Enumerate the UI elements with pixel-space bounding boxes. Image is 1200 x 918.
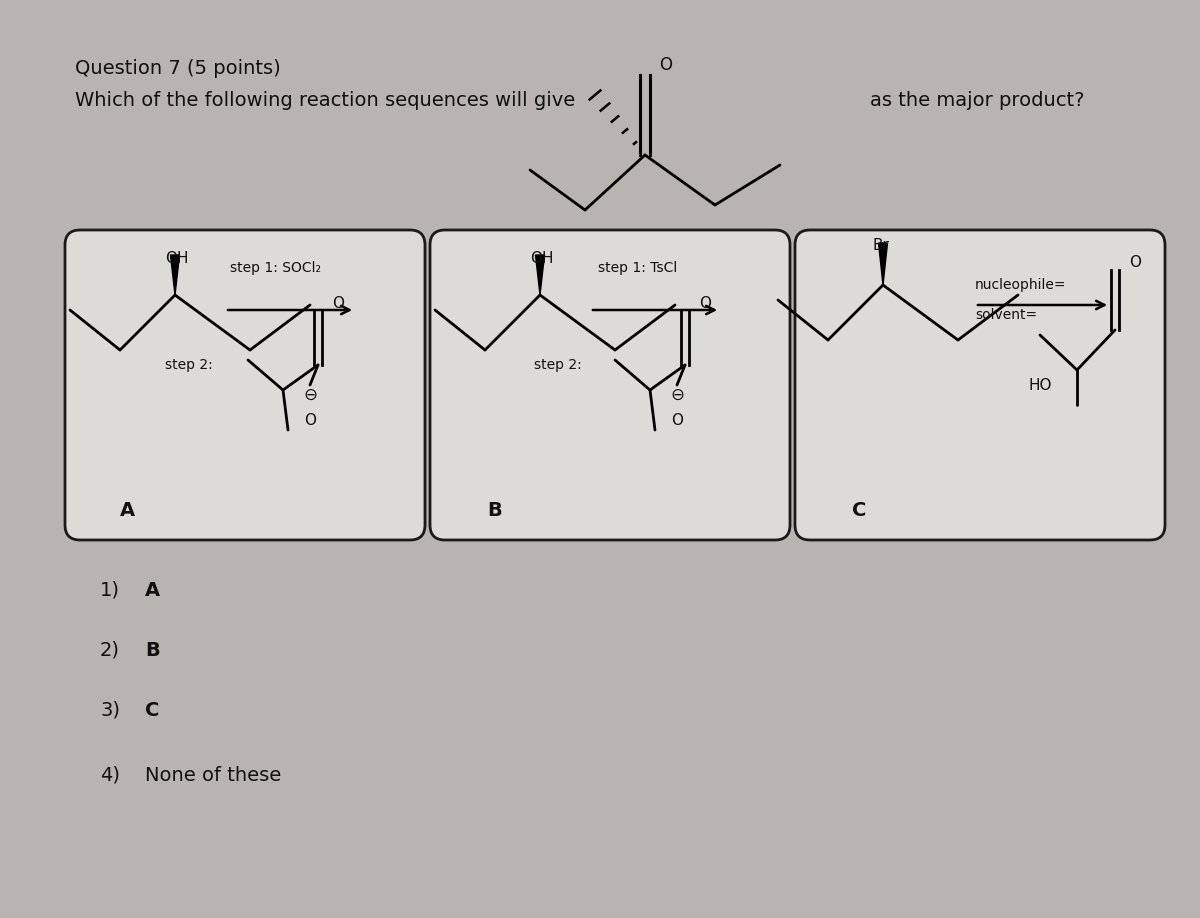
Text: O: O: [659, 56, 672, 74]
Text: 3): 3): [100, 700, 120, 720]
Text: A: A: [120, 500, 136, 520]
Text: step 2:: step 2:: [534, 358, 582, 372]
Text: step 2:: step 2:: [166, 358, 212, 372]
Text: Question 7 (5 points): Question 7 (5 points): [74, 59, 281, 77]
Text: C: C: [145, 700, 160, 720]
Text: Which of the following reaction sequences will give: Which of the following reaction sequence…: [74, 91, 575, 109]
Polygon shape: [535, 255, 545, 295]
Text: O: O: [332, 296, 344, 310]
Text: Br: Br: [874, 238, 890, 252]
Polygon shape: [170, 255, 180, 295]
Text: 4): 4): [100, 766, 120, 785]
Text: solvent=: solvent=: [974, 308, 1037, 322]
Text: O: O: [304, 412, 316, 428]
Text: ⊖: ⊖: [304, 386, 317, 404]
FancyBboxPatch shape: [796, 230, 1165, 540]
Text: 2): 2): [100, 641, 120, 659]
Text: ⊖: ⊖: [670, 386, 684, 404]
Polygon shape: [878, 243, 888, 285]
Text: as the major product?: as the major product?: [870, 91, 1085, 109]
Text: step 1: TsCl: step 1: TsCl: [598, 261, 677, 275]
Text: A: A: [145, 580, 160, 599]
Text: 1): 1): [100, 580, 120, 599]
Text: O: O: [698, 296, 710, 310]
Text: HO: HO: [1028, 377, 1051, 393]
Text: O: O: [1129, 254, 1141, 270]
Text: OH: OH: [530, 251, 553, 265]
Text: step 1: SOCl₂: step 1: SOCl₂: [230, 261, 322, 275]
Text: nucleophile=: nucleophile=: [974, 278, 1067, 292]
Text: B: B: [487, 500, 502, 520]
Text: O: O: [671, 412, 683, 428]
Text: B: B: [145, 641, 160, 659]
FancyBboxPatch shape: [430, 230, 790, 540]
Text: None of these: None of these: [145, 766, 281, 785]
FancyBboxPatch shape: [65, 230, 425, 540]
Text: C: C: [852, 500, 866, 520]
Text: OH: OH: [166, 251, 188, 265]
